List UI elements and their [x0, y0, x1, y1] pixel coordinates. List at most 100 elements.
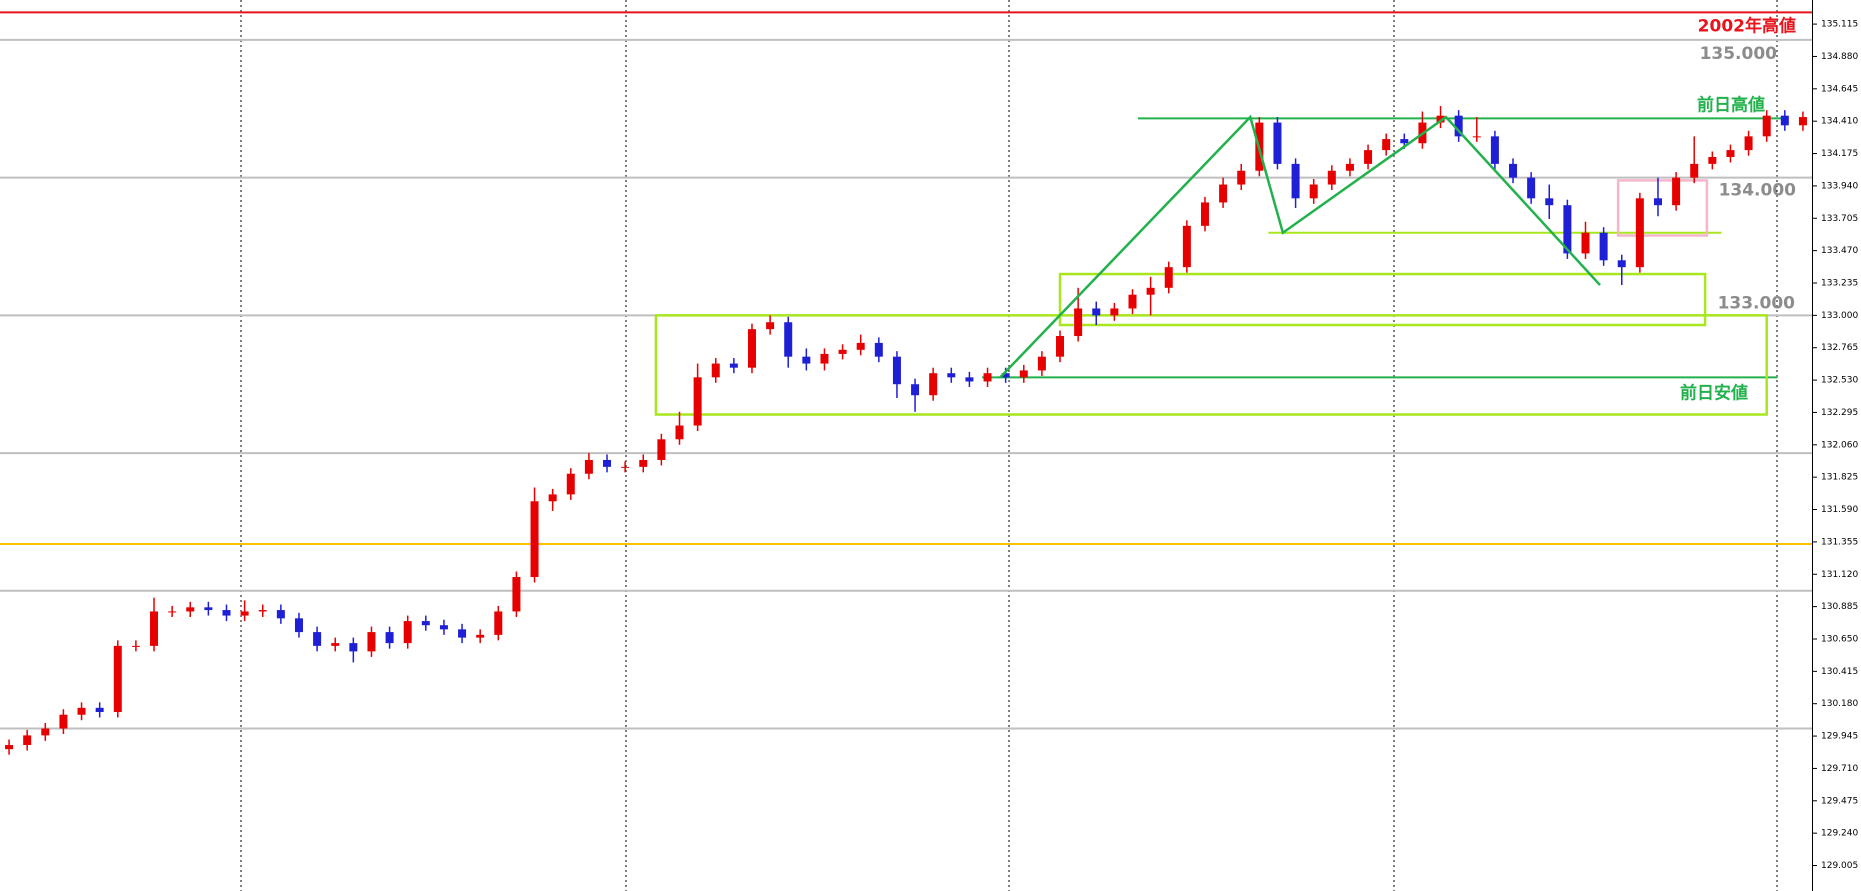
zigzag-line: [999, 114, 1601, 379]
candle-body: [530, 501, 539, 578]
candle-body: [1454, 115, 1463, 137]
candle-body: [802, 356, 811, 364]
candle-body: [1617, 260, 1626, 268]
y-tick-label: 131.590: [1821, 505, 1858, 515]
candle-body: [603, 459, 612, 467]
candle-body: [276, 610, 285, 619]
candle-body: [294, 618, 303, 633]
candle-body: [1164, 267, 1173, 288]
level-label: 2002年高値: [1698, 15, 1796, 36]
candle-body: [1545, 198, 1554, 206]
y-tick-label: 132.530: [1821, 376, 1858, 386]
y-tick-label: 133.940: [1821, 181, 1858, 191]
y-tick-label: 133.235: [1821, 278, 1858, 288]
candle-body: [1653, 198, 1662, 206]
candle-body: [747, 329, 756, 368]
candle-body: [131, 645, 140, 647]
candle-body: [113, 645, 122, 712]
candle-body: [1200, 202, 1209, 226]
candle-body: [240, 611, 249, 616]
candle-body: [1092, 308, 1101, 316]
y-tick-label: 129.945: [1821, 732, 1858, 742]
y-tick-label: 130.650: [1821, 634, 1858, 644]
candle-body: [838, 349, 847, 354]
y-tick-label: 133.705: [1821, 214, 1858, 224]
candle-body: [403, 621, 412, 644]
candle-body: [421, 621, 430, 626]
candle-body: [1019, 370, 1028, 378]
y-tick-label: 131.825: [1821, 473, 1858, 483]
candle-body: [439, 625, 448, 630]
y-tick-label: 131.355: [1821, 537, 1858, 547]
candle-body: [258, 610, 267, 612]
candle-body: [584, 459, 593, 474]
y-tick-label: 133.470: [1821, 246, 1858, 256]
candle-body: [476, 634, 485, 638]
candle-body: [1056, 336, 1065, 357]
candle-body: [1128, 294, 1137, 309]
candle-body: [1563, 205, 1572, 254]
zone-box: [1616, 179, 1709, 237]
candle-body: [331, 643, 340, 646]
candle-body: [947, 373, 956, 378]
candle-body: [892, 356, 901, 385]
candle-body: [222, 610, 231, 616]
candle-body: [1146, 287, 1155, 295]
candle-body: [23, 735, 32, 746]
y-tick-label: 129.710: [1821, 764, 1858, 774]
candle-body: [1309, 184, 1318, 199]
candle-body: [675, 425, 684, 440]
candle-body: [1690, 163, 1699, 178]
y-tick-label: 134.645: [1821, 84, 1858, 94]
candle-body: [911, 384, 920, 396]
candle-body: [1345, 163, 1354, 171]
candle-body: [1472, 136, 1481, 138]
y-tick-label: 130.180: [1821, 699, 1858, 709]
candle-body: [1001, 373, 1010, 378]
candle-body: [693, 377, 702, 426]
candle-body: [1672, 177, 1681, 206]
candle-body: [1780, 115, 1789, 126]
candle-body: [1762, 115, 1771, 137]
level-label: 133.000: [1718, 293, 1796, 313]
candle-body: [983, 373, 992, 382]
candle-body: [1436, 115, 1445, 123]
candle-body: [566, 473, 575, 495]
candle-body: [494, 611, 503, 635]
y-tick-label: 134.880: [1821, 52, 1858, 62]
candle-body: [1382, 139, 1391, 151]
y-tick-label: 134.410: [1821, 117, 1858, 127]
candle-body: [1635, 198, 1644, 268]
candle-body: [657, 439, 666, 460]
y-tick-label: 130.885: [1821, 602, 1858, 612]
candle-body: [1219, 184, 1228, 203]
candle-body: [1182, 225, 1191, 268]
y-tick-label: 134.175: [1821, 149, 1858, 159]
level-label: 134.000: [1719, 181, 1797, 201]
candle-body: [150, 611, 159, 646]
candle-body: [1037, 356, 1046, 371]
candle-body: [95, 707, 104, 712]
candle-body: [820, 353, 829, 364]
level-label: 前日安値: [1680, 382, 1748, 403]
y-tick-label: 135.115: [1821, 20, 1858, 30]
candle-body: [1400, 139, 1409, 144]
candle-body: [729, 363, 738, 368]
candle-body: [1744, 136, 1753, 151]
y-tick-label: 129.240: [1821, 829, 1858, 839]
candle-body: [1327, 170, 1336, 185]
y-tick-label: 132.765: [1821, 343, 1858, 353]
candle-body: [367, 632, 376, 652]
candle-body: [385, 632, 394, 644]
candle-body: [548, 494, 557, 502]
zone-box: [1058, 272, 1707, 327]
candle-body: [1110, 308, 1119, 316]
y-tick-label: 130.415: [1821, 667, 1858, 677]
candle-body: [5, 745, 14, 750]
candle-body: [1726, 150, 1735, 157]
candle-body: [766, 322, 775, 330]
zone-box: [654, 314, 1768, 416]
